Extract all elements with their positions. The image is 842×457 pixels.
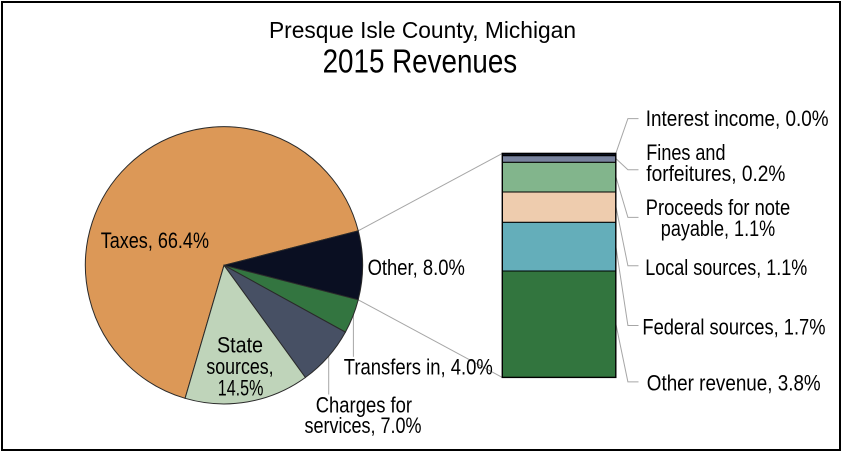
svg-text:State: State xyxy=(217,332,263,357)
svg-text:Presque Isle County, Michigan: Presque Isle County, Michigan xyxy=(269,17,576,43)
svg-text:2015 Revenues: 2015 Revenues xyxy=(323,44,518,81)
svg-text:Interest income, 0.0%: Interest income, 0.0% xyxy=(646,106,829,131)
svg-text:Transfers in, 4.0%: Transfers in, 4.0% xyxy=(344,354,493,379)
svg-text:14.5%: 14.5% xyxy=(218,375,264,400)
svg-text:services, 7.0%: services, 7.0% xyxy=(305,413,422,438)
svg-text:Charges for: Charges for xyxy=(316,392,412,417)
svg-text:Local sources, 1.1%: Local sources, 1.1% xyxy=(645,255,807,280)
svg-text:Fines and: Fines and xyxy=(646,140,725,165)
svg-text:sources,: sources, xyxy=(206,354,273,379)
svg-text:Proceeds for note: Proceeds for note xyxy=(646,195,790,220)
svg-text:forfeitures, 0.2%: forfeitures, 0.2% xyxy=(646,161,785,186)
svg-text:Federal sources, 1.7%: Federal sources, 1.7% xyxy=(642,315,825,340)
svg-text:Taxes, 66.4%: Taxes, 66.4% xyxy=(101,228,209,253)
svg-text:payable, 1.1%: payable, 1.1% xyxy=(661,216,775,241)
svg-text:Other revenue, 3.8%: Other revenue, 3.8% xyxy=(647,371,821,396)
svg-text:Other, 8.0%: Other, 8.0% xyxy=(368,255,465,280)
